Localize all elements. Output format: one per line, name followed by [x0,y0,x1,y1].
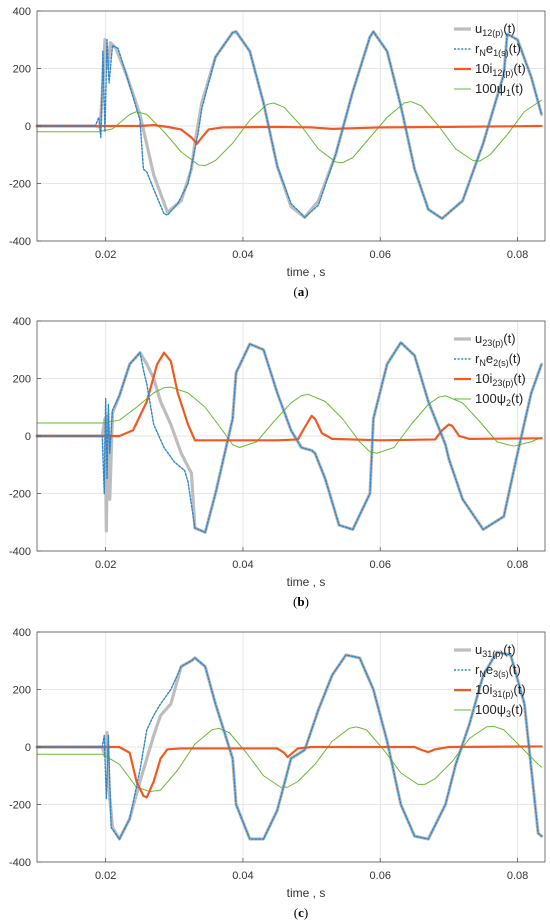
y-tick-label: -200 [9,489,31,501]
x-tick-label: 0.08 [507,559,528,571]
series-line-i [35,351,543,442]
x-tick-label: 0.06 [370,559,391,571]
x-axis-label: time , s [287,265,326,279]
legend-entry-u: u23(p)(t) [475,331,516,348]
y-tick-label: 0 [25,431,31,443]
legend-entry-psi: 100ψ1(t) [475,81,523,98]
series-line-e [36,651,543,840]
legend-entry-e: rNe3(s)(t) [475,662,521,679]
y-tick-label: -200 [9,179,31,191]
x-tick-label: 0.04 [232,249,253,261]
y-tick-label: 200 [13,64,31,76]
panel-caption: (b) [293,594,309,609]
legend-entry-u: u12(p)(t) [475,21,516,38]
legend: u31(p)(t) rNe3(s)(t) 10i31(p)(t) 100ψ3(t) [454,642,526,719]
panel-caption: (a) [293,284,308,299]
x-tick-label: 0.02 [95,870,116,882]
legend-entry-u: u31(p)(t) [475,642,516,659]
x-tick-label: 0.08 [507,870,528,882]
y-tick-label: -400 [9,546,31,558]
series-line-e [36,341,543,534]
x-tick-label: 0.04 [232,870,253,882]
legend-entry-psi: 100ψ3(t) [475,702,523,719]
legend-entry-i: 10i12(p)(t) [475,61,526,78]
y-tick-label: 200 [13,374,31,386]
series-line-psi [36,386,543,454]
x-tick-label: 0.06 [370,249,391,261]
chart-panel-a: 0.02 0.04 0.06 0.08 -400 -200 0 200 400 time , s (… [9,6,546,299]
x-tick-label: 0.04 [232,559,253,571]
y-tick-label: -200 [9,800,31,812]
legend: u23(p)(t) rNe2(s)(t) 10i23(p)(t) 100ψ2(t) [454,331,526,408]
chart-panel-b: 0.02 0.04 0.06 0.08 -400 -200 0 200 400 time , s (… [9,316,546,609]
legend-entry-e: rNe1(s)(t) [475,41,521,58]
legend-entry-psi: 100ψ2(t) [475,391,523,408]
y-tick-label: 200 [13,685,31,697]
series-line-psi [36,725,543,793]
x-tick-label: 0.02 [95,559,116,571]
x-axis-label: time , s [287,575,326,589]
series-line-i [35,745,543,799]
legend-entry-i: 10i23(p)(t) [475,371,526,388]
legend-entry-i: 10i31(p)(t) [475,682,526,699]
y-tick-label: -400 [9,857,31,869]
y-tick-label: 400 [13,6,31,18]
y-tick-label: 0 [25,742,31,754]
chart-panel-c: 0.02 0.04 0.06 0.08 -400 -200 0 200 400 time , s (… [9,627,546,920]
legend-entry-e: rNe2(s)(t) [475,351,521,368]
series-line-i [35,124,543,145]
y-tick-label: 400 [13,627,31,639]
x-axis-label: time , s [287,886,326,900]
y-tick-label: 400 [13,316,31,328]
x-tick-label: 0.02 [95,249,116,261]
series-line-e [36,31,543,220]
panel-caption: (c) [294,905,308,920]
x-tick-label: 0.08 [507,249,528,261]
series-line-psi [36,99,543,167]
x-tick-label: 0.06 [370,870,391,882]
legend: u12(p)(t) rNe1(s)(t) 10i12(p)(t) 100ψ1(t) [454,21,526,98]
y-tick-label: 0 [25,121,31,133]
y-tick-label: -400 [9,236,31,248]
